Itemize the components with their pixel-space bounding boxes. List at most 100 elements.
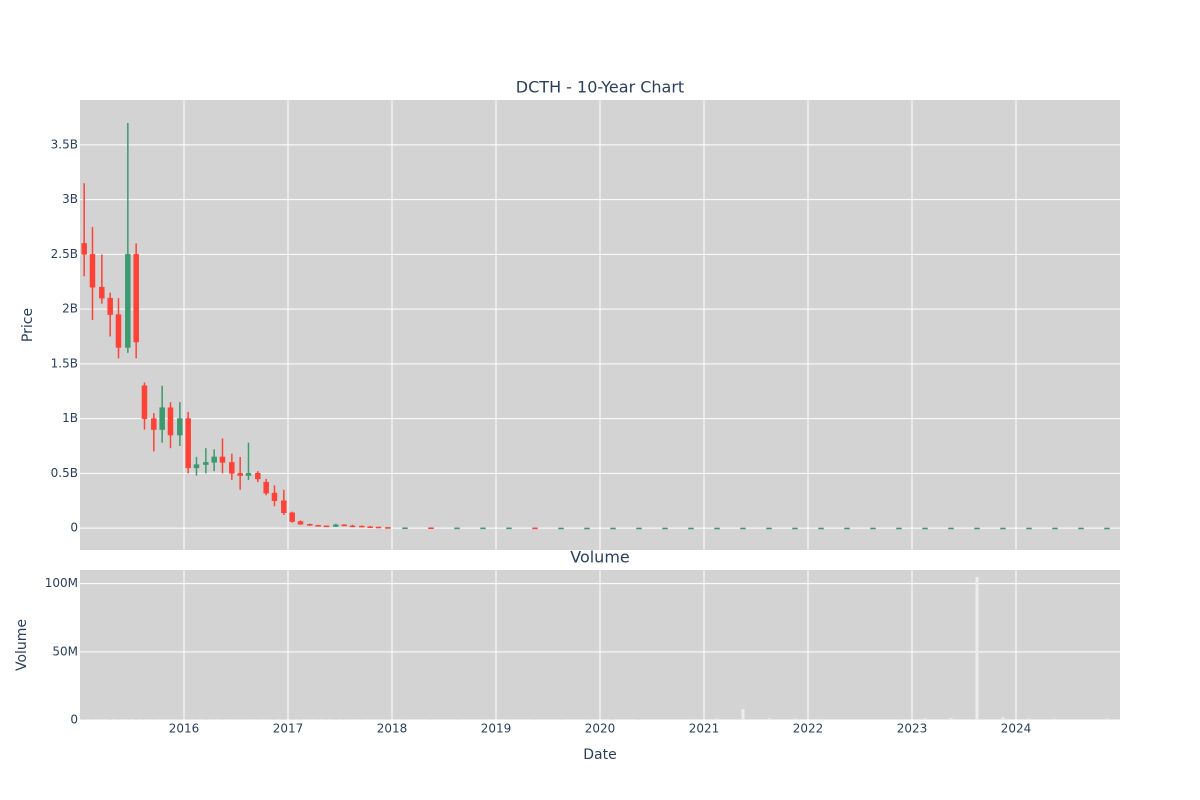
candle-body — [349, 525, 356, 528]
candle-body — [922, 527, 928, 530]
x-tick-label: 2018 — [377, 722, 408, 736]
candle-body — [506, 527, 512, 530]
candle-body — [167, 407, 174, 436]
candle-body — [375, 526, 382, 529]
candle-body — [766, 527, 772, 530]
volume-bar — [126, 719, 130, 720]
x-tick-label: 2020 — [585, 722, 616, 736]
y-tick-label: 100M — [45, 576, 78, 590]
volume-bar — [845, 719, 849, 720]
y-axis-title: Volume — [14, 619, 30, 671]
volume-bar — [793, 718, 797, 720]
volume-bar — [1105, 718, 1109, 720]
y-tick-label: 1.5B — [51, 356, 78, 370]
candle-body — [792, 527, 798, 530]
volume-bar — [767, 718, 771, 720]
volume-bar — [897, 719, 901, 720]
volume-bar — [741, 709, 745, 720]
volume-bar — [1079, 719, 1083, 720]
volume-bar — [923, 718, 927, 720]
candle-body — [141, 385, 148, 419]
y-tick-label: 0.5B — [51, 466, 78, 480]
candle-body — [359, 525, 365, 528]
x-tick-label: 2017 — [273, 722, 304, 736]
volume-bar — [1027, 718, 1031, 720]
candle-body — [1000, 527, 1006, 530]
y-tick-label: 2.5B — [51, 247, 78, 261]
y-tick-label: 3.5B — [51, 137, 78, 151]
candle-body — [1078, 527, 1084, 530]
volume-bar — [715, 718, 719, 720]
y-tick-label: 50M — [52, 644, 78, 658]
candle-body — [159, 407, 165, 430]
candle-body — [115, 314, 122, 348]
volume-bar — [689, 718, 693, 720]
candle-body — [610, 527, 616, 530]
candle-body — [89, 254, 96, 288]
candle-body — [203, 462, 209, 465]
candle-body — [271, 492, 278, 501]
candle-body — [107, 297, 113, 315]
x-tick-label: 2023 — [897, 722, 928, 736]
volume-bar — [1001, 717, 1005, 720]
volume-bar — [1053, 718, 1057, 720]
y-tick-label: 1B — [62, 411, 78, 425]
candle-body — [896, 527, 902, 530]
candle-body — [948, 527, 954, 530]
candle-body — [263, 481, 269, 494]
candle-body — [480, 527, 486, 530]
candle-body — [532, 527, 538, 530]
x-tick-label: 2021 — [689, 722, 720, 736]
volume-bar — [663, 719, 667, 720]
candle-body — [211, 456, 217, 463]
candle-body — [333, 524, 339, 527]
candle-body — [341, 524, 347, 527]
candle-body — [870, 527, 876, 530]
candle-body — [297, 521, 304, 525]
candle-body — [428, 527, 434, 530]
volume-title: Volume — [570, 548, 630, 567]
candle-body — [289, 512, 295, 522]
candle-body — [402, 527, 408, 530]
volume-bar — [871, 719, 875, 720]
candle-body — [688, 527, 694, 530]
candle-body — [454, 527, 460, 530]
candle-body — [844, 527, 850, 530]
candle-body — [714, 527, 720, 530]
candle-body — [662, 527, 668, 530]
y-tick-label: 3B — [62, 192, 78, 206]
candle-body — [255, 473, 261, 480]
candle-body — [99, 286, 105, 299]
candle-body — [636, 527, 642, 530]
x-tick-label: 2016 — [169, 722, 200, 736]
y-tick-label: 2B — [62, 302, 78, 316]
candle-body — [385, 527, 391, 529]
candle-body — [281, 500, 287, 514]
x-axis-title: Date — [583, 747, 616, 763]
candle-body — [229, 462, 235, 474]
candle-body — [307, 524, 313, 526]
volume-bar — [949, 717, 953, 720]
candle-body — [133, 254, 139, 343]
candle-body — [237, 473, 243, 476]
candle-body — [1052, 527, 1058, 530]
candle-body — [584, 527, 590, 530]
candle-body — [125, 254, 131, 348]
y-tick-label: 0 — [70, 521, 78, 535]
y-axis-title: Price — [20, 308, 36, 342]
candle-body — [151, 418, 157, 430]
candle-body — [315, 525, 321, 527]
volume-bar — [290, 719, 294, 720]
candle-body — [367, 526, 373, 529]
candle-body — [1104, 527, 1110, 530]
y-tick-label: 0 — [70, 713, 78, 727]
candle-body — [558, 527, 564, 530]
candle-body — [219, 456, 226, 463]
candle-body — [323, 525, 330, 528]
volume-bar — [975, 576, 979, 720]
candle-body — [740, 527, 746, 530]
volume-bar — [637, 719, 641, 720]
candle-body — [177, 418, 183, 436]
candle-body — [185, 418, 191, 469]
